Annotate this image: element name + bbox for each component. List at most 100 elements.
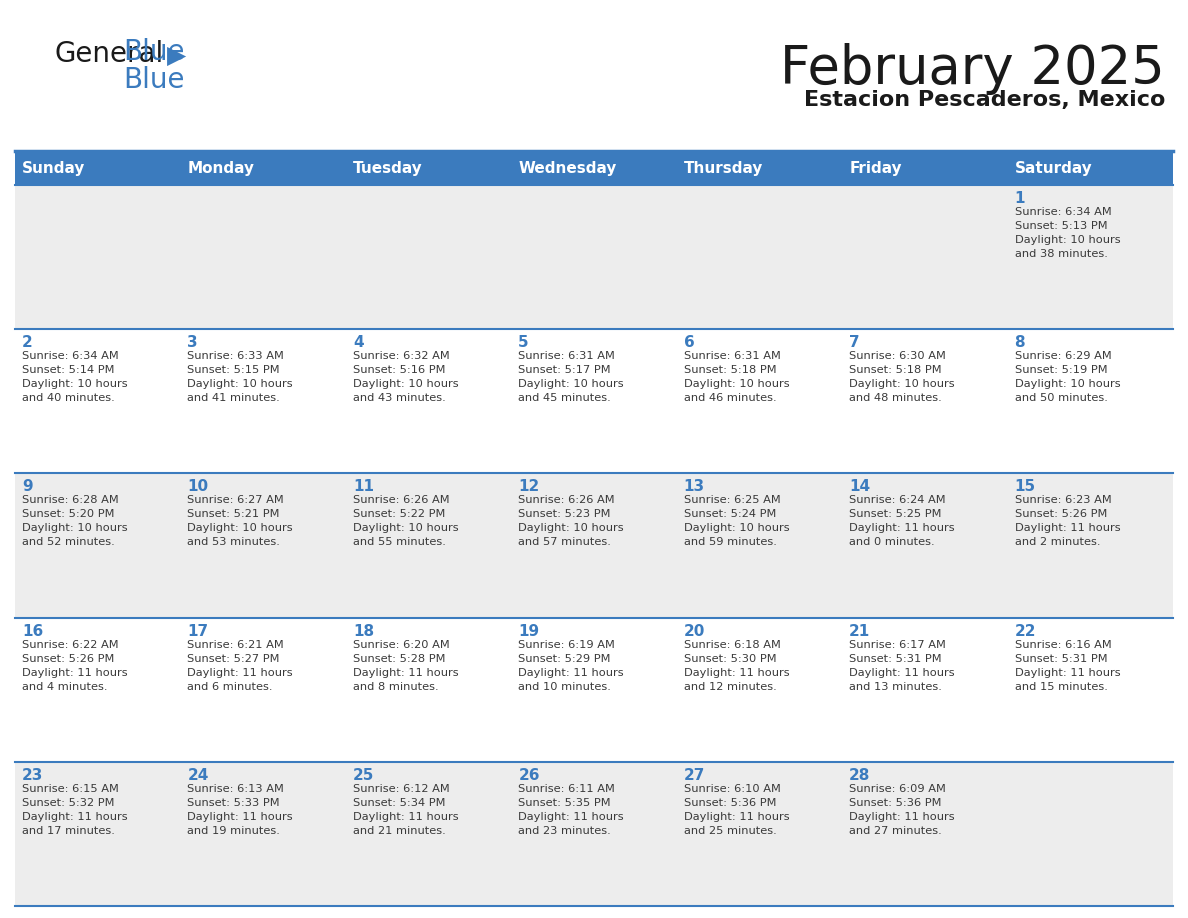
Text: and 52 minutes.: and 52 minutes. bbox=[23, 537, 115, 547]
Bar bbox=[15, 618, 181, 762]
Text: and 59 minutes.: and 59 minutes. bbox=[684, 537, 777, 547]
Text: and 6 minutes.: and 6 minutes. bbox=[188, 681, 273, 691]
Text: Friday: Friday bbox=[849, 162, 902, 176]
Text: Sunset: 5:25 PM: Sunset: 5:25 PM bbox=[849, 509, 942, 520]
Bar bbox=[346, 762, 511, 906]
Text: and 43 minutes.: and 43 minutes. bbox=[353, 393, 446, 403]
Bar bbox=[181, 474, 346, 618]
Text: 3: 3 bbox=[188, 335, 198, 350]
Text: Sunset: 5:36 PM: Sunset: 5:36 PM bbox=[684, 798, 776, 808]
Text: 12: 12 bbox=[518, 479, 539, 495]
Bar bbox=[677, 474, 842, 618]
Text: 6: 6 bbox=[684, 335, 695, 350]
Text: and 17 minutes.: and 17 minutes. bbox=[23, 826, 115, 835]
Text: 21: 21 bbox=[849, 623, 871, 639]
Text: Sunset: 5:24 PM: Sunset: 5:24 PM bbox=[684, 509, 776, 520]
Text: Blue: Blue bbox=[124, 66, 184, 94]
Bar bbox=[1007, 474, 1173, 618]
Text: Daylight: 11 hours: Daylight: 11 hours bbox=[23, 667, 127, 677]
Text: 1: 1 bbox=[1015, 191, 1025, 206]
Bar bbox=[15, 185, 181, 330]
Text: Sunset: 5:23 PM: Sunset: 5:23 PM bbox=[518, 509, 611, 520]
Text: 8: 8 bbox=[1015, 335, 1025, 350]
Text: Daylight: 10 hours: Daylight: 10 hours bbox=[353, 523, 459, 533]
Text: Sunset: 5:13 PM: Sunset: 5:13 PM bbox=[1015, 221, 1107, 231]
Text: 10: 10 bbox=[188, 479, 209, 495]
Text: 2: 2 bbox=[23, 335, 33, 350]
Text: Sunset: 5:21 PM: Sunset: 5:21 PM bbox=[188, 509, 280, 520]
Text: Sunrise: 6:13 AM: Sunrise: 6:13 AM bbox=[188, 784, 284, 794]
Text: Sunrise: 6:28 AM: Sunrise: 6:28 AM bbox=[23, 496, 119, 506]
Text: Sunrise: 6:19 AM: Sunrise: 6:19 AM bbox=[518, 640, 615, 650]
Text: Daylight: 10 hours: Daylight: 10 hours bbox=[1015, 235, 1120, 245]
Bar bbox=[842, 618, 1007, 762]
Text: Sunset: 5:36 PM: Sunset: 5:36 PM bbox=[849, 798, 942, 808]
Text: Daylight: 10 hours: Daylight: 10 hours bbox=[684, 523, 789, 533]
Text: Sunset: 5:14 PM: Sunset: 5:14 PM bbox=[23, 365, 114, 375]
Bar bbox=[842, 185, 1007, 330]
Text: Sunrise: 6:31 AM: Sunrise: 6:31 AM bbox=[518, 352, 615, 361]
Text: Sunset: 5:19 PM: Sunset: 5:19 PM bbox=[1015, 365, 1107, 375]
Text: Sunset: 5:34 PM: Sunset: 5:34 PM bbox=[353, 798, 446, 808]
Text: 17: 17 bbox=[188, 623, 209, 639]
Text: and 10 minutes.: and 10 minutes. bbox=[518, 681, 611, 691]
Text: Wednesday: Wednesday bbox=[518, 162, 617, 176]
Text: Daylight: 10 hours: Daylight: 10 hours bbox=[188, 379, 293, 389]
Text: Sunset: 5:18 PM: Sunset: 5:18 PM bbox=[684, 365, 776, 375]
Bar bbox=[15, 762, 181, 906]
Bar bbox=[511, 153, 677, 185]
Text: Sunrise: 6:10 AM: Sunrise: 6:10 AM bbox=[684, 784, 781, 794]
Bar bbox=[677, 185, 842, 330]
Text: Sunrise: 6:34 AM: Sunrise: 6:34 AM bbox=[23, 352, 119, 361]
Text: General: General bbox=[55, 40, 164, 68]
Text: Daylight: 11 hours: Daylight: 11 hours bbox=[684, 667, 789, 677]
Text: and 48 minutes.: and 48 minutes. bbox=[849, 393, 942, 403]
Text: and 38 minutes.: and 38 minutes. bbox=[1015, 249, 1107, 259]
Text: Sunset: 5:32 PM: Sunset: 5:32 PM bbox=[23, 798, 114, 808]
Text: and 57 minutes.: and 57 minutes. bbox=[518, 537, 611, 547]
Bar bbox=[346, 153, 511, 185]
Text: Sunset: 5:18 PM: Sunset: 5:18 PM bbox=[849, 365, 942, 375]
Text: and 2 minutes.: and 2 minutes. bbox=[1015, 537, 1100, 547]
Text: Daylight: 10 hours: Daylight: 10 hours bbox=[353, 379, 459, 389]
Text: Sunrise: 6:30 AM: Sunrise: 6:30 AM bbox=[849, 352, 946, 361]
Text: and 23 minutes.: and 23 minutes. bbox=[518, 826, 611, 835]
Text: Sunrise: 6:31 AM: Sunrise: 6:31 AM bbox=[684, 352, 781, 361]
Text: Tuesday: Tuesday bbox=[353, 162, 423, 176]
Text: Sunrise: 6:26 AM: Sunrise: 6:26 AM bbox=[518, 496, 615, 506]
Text: Sunrise: 6:27 AM: Sunrise: 6:27 AM bbox=[188, 496, 284, 506]
Bar bbox=[346, 330, 511, 474]
Text: Sunrise: 6:29 AM: Sunrise: 6:29 AM bbox=[1015, 352, 1111, 361]
Text: and 12 minutes.: and 12 minutes. bbox=[684, 681, 777, 691]
Text: Sunrise: 6:17 AM: Sunrise: 6:17 AM bbox=[849, 640, 946, 650]
Text: Sunset: 5:26 PM: Sunset: 5:26 PM bbox=[1015, 509, 1107, 520]
Text: Daylight: 10 hours: Daylight: 10 hours bbox=[849, 379, 955, 389]
Text: Daylight: 10 hours: Daylight: 10 hours bbox=[23, 523, 127, 533]
Bar bbox=[346, 474, 511, 618]
Text: 11: 11 bbox=[353, 479, 374, 495]
Text: and 15 minutes.: and 15 minutes. bbox=[1015, 681, 1107, 691]
Bar bbox=[842, 330, 1007, 474]
Text: and 45 minutes.: and 45 minutes. bbox=[518, 393, 611, 403]
Text: Daylight: 11 hours: Daylight: 11 hours bbox=[188, 812, 293, 822]
Text: 7: 7 bbox=[849, 335, 860, 350]
Bar bbox=[15, 153, 181, 185]
Bar bbox=[677, 618, 842, 762]
Text: 23: 23 bbox=[23, 767, 44, 783]
Bar bbox=[511, 762, 677, 906]
Text: Sunrise: 6:23 AM: Sunrise: 6:23 AM bbox=[1015, 496, 1111, 506]
Text: Daylight: 11 hours: Daylight: 11 hours bbox=[188, 667, 293, 677]
Text: Daylight: 11 hours: Daylight: 11 hours bbox=[353, 812, 459, 822]
Text: Sunset: 5:31 PM: Sunset: 5:31 PM bbox=[1015, 654, 1107, 664]
Text: 4: 4 bbox=[353, 335, 364, 350]
Bar bbox=[511, 185, 677, 330]
Text: Daylight: 11 hours: Daylight: 11 hours bbox=[1015, 667, 1120, 677]
Bar bbox=[181, 330, 346, 474]
Text: and 40 minutes.: and 40 minutes. bbox=[23, 393, 115, 403]
Text: and 46 minutes.: and 46 minutes. bbox=[684, 393, 776, 403]
Bar bbox=[181, 762, 346, 906]
Text: Sunrise: 6:32 AM: Sunrise: 6:32 AM bbox=[353, 352, 449, 361]
Text: Sunrise: 6:22 AM: Sunrise: 6:22 AM bbox=[23, 640, 119, 650]
Text: Sunrise: 6:11 AM: Sunrise: 6:11 AM bbox=[518, 784, 615, 794]
Text: 15: 15 bbox=[1015, 479, 1036, 495]
